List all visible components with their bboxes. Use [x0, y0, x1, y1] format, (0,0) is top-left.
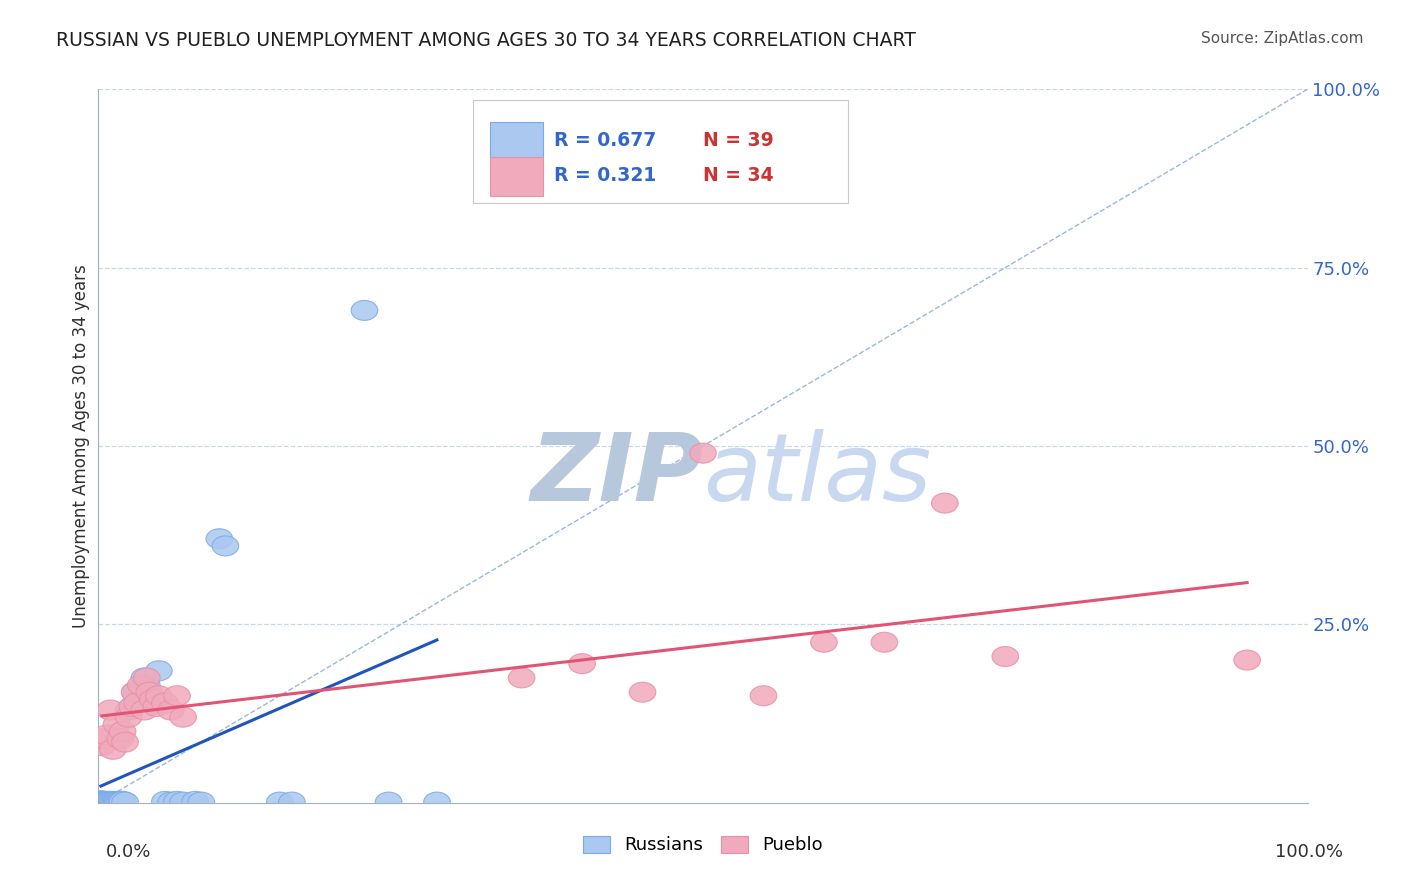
Ellipse shape — [124, 693, 150, 713]
Ellipse shape — [94, 792, 121, 812]
Text: Source: ZipAtlas.com: Source: ZipAtlas.com — [1201, 31, 1364, 46]
Ellipse shape — [107, 791, 134, 812]
Ellipse shape — [811, 632, 837, 652]
Text: atlas: atlas — [703, 429, 931, 520]
FancyBboxPatch shape — [474, 100, 848, 203]
Ellipse shape — [115, 707, 142, 727]
Ellipse shape — [103, 792, 129, 812]
Ellipse shape — [111, 732, 138, 752]
Ellipse shape — [188, 792, 215, 812]
Ellipse shape — [152, 693, 179, 713]
Ellipse shape — [100, 792, 127, 812]
Ellipse shape — [115, 700, 142, 720]
Ellipse shape — [100, 739, 127, 759]
Ellipse shape — [103, 792, 129, 812]
Text: 0.0%: 0.0% — [105, 843, 150, 861]
Ellipse shape — [1234, 650, 1260, 670]
Ellipse shape — [751, 686, 776, 706]
Text: N = 34: N = 34 — [703, 166, 773, 186]
Ellipse shape — [872, 632, 897, 652]
Ellipse shape — [170, 707, 197, 727]
Ellipse shape — [97, 700, 124, 720]
Ellipse shape — [131, 668, 157, 688]
Ellipse shape — [423, 792, 450, 812]
Ellipse shape — [94, 791, 120, 812]
Ellipse shape — [163, 791, 190, 812]
Ellipse shape — [170, 792, 197, 812]
Ellipse shape — [96, 791, 122, 812]
Ellipse shape — [157, 792, 184, 812]
Ellipse shape — [143, 697, 170, 716]
Ellipse shape — [97, 792, 124, 812]
Ellipse shape — [278, 792, 305, 812]
Text: R = 0.677: R = 0.677 — [554, 130, 657, 150]
Y-axis label: Unemployment Among Ages 30 to 34 years: Unemployment Among Ages 30 to 34 years — [72, 264, 90, 628]
Ellipse shape — [108, 792, 135, 812]
Ellipse shape — [124, 693, 150, 713]
Text: N = 39: N = 39 — [703, 130, 773, 150]
Ellipse shape — [139, 690, 166, 709]
Ellipse shape — [107, 729, 134, 748]
Ellipse shape — [932, 493, 957, 513]
Ellipse shape — [101, 791, 128, 812]
Ellipse shape — [146, 686, 172, 706]
Ellipse shape — [121, 682, 148, 702]
Ellipse shape — [110, 791, 136, 812]
Ellipse shape — [91, 792, 118, 812]
Ellipse shape — [103, 714, 129, 734]
Ellipse shape — [121, 682, 148, 702]
Ellipse shape — [630, 682, 655, 702]
Ellipse shape — [120, 697, 146, 716]
Text: 100.0%: 100.0% — [1275, 843, 1343, 861]
Ellipse shape — [90, 791, 117, 812]
Ellipse shape — [94, 725, 120, 745]
FancyBboxPatch shape — [491, 157, 543, 195]
Ellipse shape — [89, 736, 115, 756]
Text: R = 0.321: R = 0.321 — [554, 166, 657, 186]
Ellipse shape — [207, 529, 232, 549]
Ellipse shape — [93, 791, 120, 812]
Ellipse shape — [569, 654, 595, 673]
Ellipse shape — [105, 792, 132, 812]
Ellipse shape — [134, 668, 160, 688]
Ellipse shape — [267, 792, 292, 812]
Ellipse shape — [89, 791, 115, 812]
Ellipse shape — [98, 791, 125, 812]
Ellipse shape — [91, 729, 118, 748]
Ellipse shape — [134, 675, 160, 695]
Ellipse shape — [993, 647, 1018, 666]
Text: ZIP: ZIP — [530, 428, 703, 521]
Ellipse shape — [104, 791, 131, 812]
Ellipse shape — [352, 301, 378, 320]
FancyBboxPatch shape — [491, 121, 543, 160]
Ellipse shape — [690, 443, 716, 463]
Ellipse shape — [87, 790, 114, 811]
Legend: Russians, Pueblo: Russians, Pueblo — [575, 829, 831, 862]
Text: RUSSIAN VS PUEBLO UNEMPLOYMENT AMONG AGES 30 TO 34 YEARS CORRELATION CHART: RUSSIAN VS PUEBLO UNEMPLOYMENT AMONG AGE… — [56, 31, 917, 50]
Ellipse shape — [136, 682, 163, 702]
Ellipse shape — [128, 675, 155, 695]
Ellipse shape — [181, 791, 208, 812]
Ellipse shape — [163, 686, 190, 706]
Ellipse shape — [131, 700, 157, 720]
Ellipse shape — [146, 661, 172, 681]
Ellipse shape — [509, 668, 534, 688]
Ellipse shape — [212, 536, 239, 556]
Ellipse shape — [157, 700, 184, 720]
Ellipse shape — [152, 791, 179, 812]
Ellipse shape — [111, 792, 138, 812]
Ellipse shape — [375, 792, 402, 812]
Ellipse shape — [110, 722, 136, 741]
